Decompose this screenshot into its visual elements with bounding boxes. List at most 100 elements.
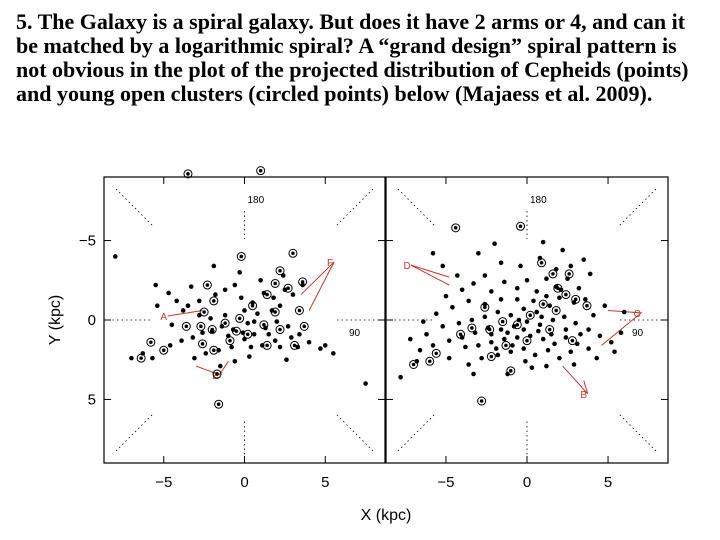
cluster-point: [139, 356, 143, 360]
cepheid-point: [242, 308, 247, 313]
cluster-ring: [564, 269, 574, 279]
cluster-point: [273, 281, 277, 286]
cepheid-point: [232, 282, 238, 288]
cepheid-point: [602, 303, 608, 309]
cluster-ring: [248, 301, 258, 311]
cluster-point: [265, 292, 269, 297]
cluster-point: [434, 351, 439, 356]
cepheid-point: [524, 277, 530, 283]
cepheid-point: [489, 339, 494, 345]
cluster-point: [554, 308, 558, 313]
direction-label-90: 90: [632, 328, 644, 339]
cluster-point: [149, 340, 153, 345]
cepheid-point: [272, 338, 278, 343]
cepheid-point: [245, 320, 251, 326]
cluster-point: [262, 322, 266, 327]
cepheid-point: [446, 338, 452, 343]
cepheid-point: [586, 346, 591, 351]
cluster-ring: [198, 339, 208, 349]
y-tick-label: −5: [79, 233, 96, 250]
cluster-point: [541, 302, 546, 306]
cepheid-point: [166, 290, 171, 296]
cepheid-point: [514, 297, 520, 302]
cluster-point: [258, 168, 263, 173]
cepheid-point: [153, 282, 158, 288]
cepheid-point: [618, 330, 624, 336]
cepheid-point: [529, 365, 535, 370]
cluster-point: [161, 348, 166, 352]
cepheid-point: [211, 263, 217, 269]
cepheid-point: [271, 295, 276, 301]
cepheid-point: [498, 260, 504, 266]
cluster-point: [234, 329, 239, 333]
cluster-ring: [451, 223, 461, 233]
x-tick-label: −5: [437, 474, 454, 491]
cluster-ring: [243, 329, 253, 339]
cluster-ring: [212, 369, 222, 379]
cluster-ring: [262, 290, 272, 300]
feature-label-F: F: [327, 258, 333, 269]
feature-leader-line: [601, 309, 643, 346]
cepheid-point: [537, 322, 543, 328]
cepheid-point: [495, 352, 501, 358]
cepheid-point: [521, 306, 527, 312]
cluster-ring: [409, 359, 419, 369]
cepheid-point: [493, 346, 499, 351]
cepheid-point: [443, 293, 449, 299]
cluster-ring: [235, 313, 245, 323]
x-tick-label: 5: [321, 474, 329, 491]
cluster-ring: [538, 299, 548, 309]
cluster-ring: [486, 352, 496, 362]
cluster-ring: [506, 366, 516, 376]
cluster-ring: [183, 169, 193, 179]
cluster-ring: [431, 348, 441, 358]
cepheid-point: [188, 284, 194, 289]
cluster-ring: [498, 317, 508, 327]
cluster-point: [458, 332, 463, 337]
cepheid-point: [563, 335, 569, 340]
cepheid-point: [213, 292, 218, 297]
feature-label-A: A: [160, 312, 167, 323]
cepheid-point: [113, 254, 118, 259]
cepheid-point: [289, 335, 294, 340]
cluster-ring: [231, 326, 241, 336]
cepheid-point: [514, 335, 520, 340]
cepheid-point: [568, 349, 574, 355]
cepheid-point: [621, 309, 627, 315]
cluster-ring: [548, 269, 558, 279]
cluster-ring: [270, 278, 280, 288]
cepheid-point: [247, 354, 252, 359]
feature-leader-line: [300, 261, 335, 311]
cepheid-point: [284, 357, 289, 363]
cepheid-point: [129, 355, 134, 361]
x-tick-label: 0: [523, 474, 531, 491]
cepheid-point: [532, 352, 538, 358]
cepheid-point: [578, 332, 583, 337]
cluster-ring: [209, 345, 219, 355]
direction-label-180: 180: [248, 195, 265, 206]
cluster-point: [245, 332, 250, 337]
cluster-point: [479, 399, 484, 403]
guide-line: [397, 412, 437, 452]
cepheid-point: [430, 343, 436, 348]
cluster-point: [212, 348, 216, 352]
cepheid-point: [440, 324, 446, 329]
cepheid-point: [587, 271, 593, 277]
slide-caption: 5. The Galaxy is a spiral galaxy. But do…: [16, 9, 689, 106]
cepheid-point: [591, 312, 596, 318]
feature-leader-line: [167, 309, 203, 317]
cluster-point: [528, 313, 533, 318]
cepheid-point: [167, 343, 173, 348]
cepheid-point: [536, 328, 541, 334]
cluster-point: [551, 272, 555, 276]
y-tick-label: 5: [88, 391, 96, 408]
cepheid-point: [482, 314, 488, 320]
cepheid-point: [479, 355, 484, 361]
cluster-ring: [275, 266, 285, 276]
cepheid-point: [508, 349, 514, 355]
cluster-point: [525, 338, 529, 343]
cepheid-point: [440, 263, 446, 269]
cepheid-point: [612, 349, 617, 355]
cluster-point: [184, 324, 189, 329]
cepheid-point: [450, 304, 455, 310]
